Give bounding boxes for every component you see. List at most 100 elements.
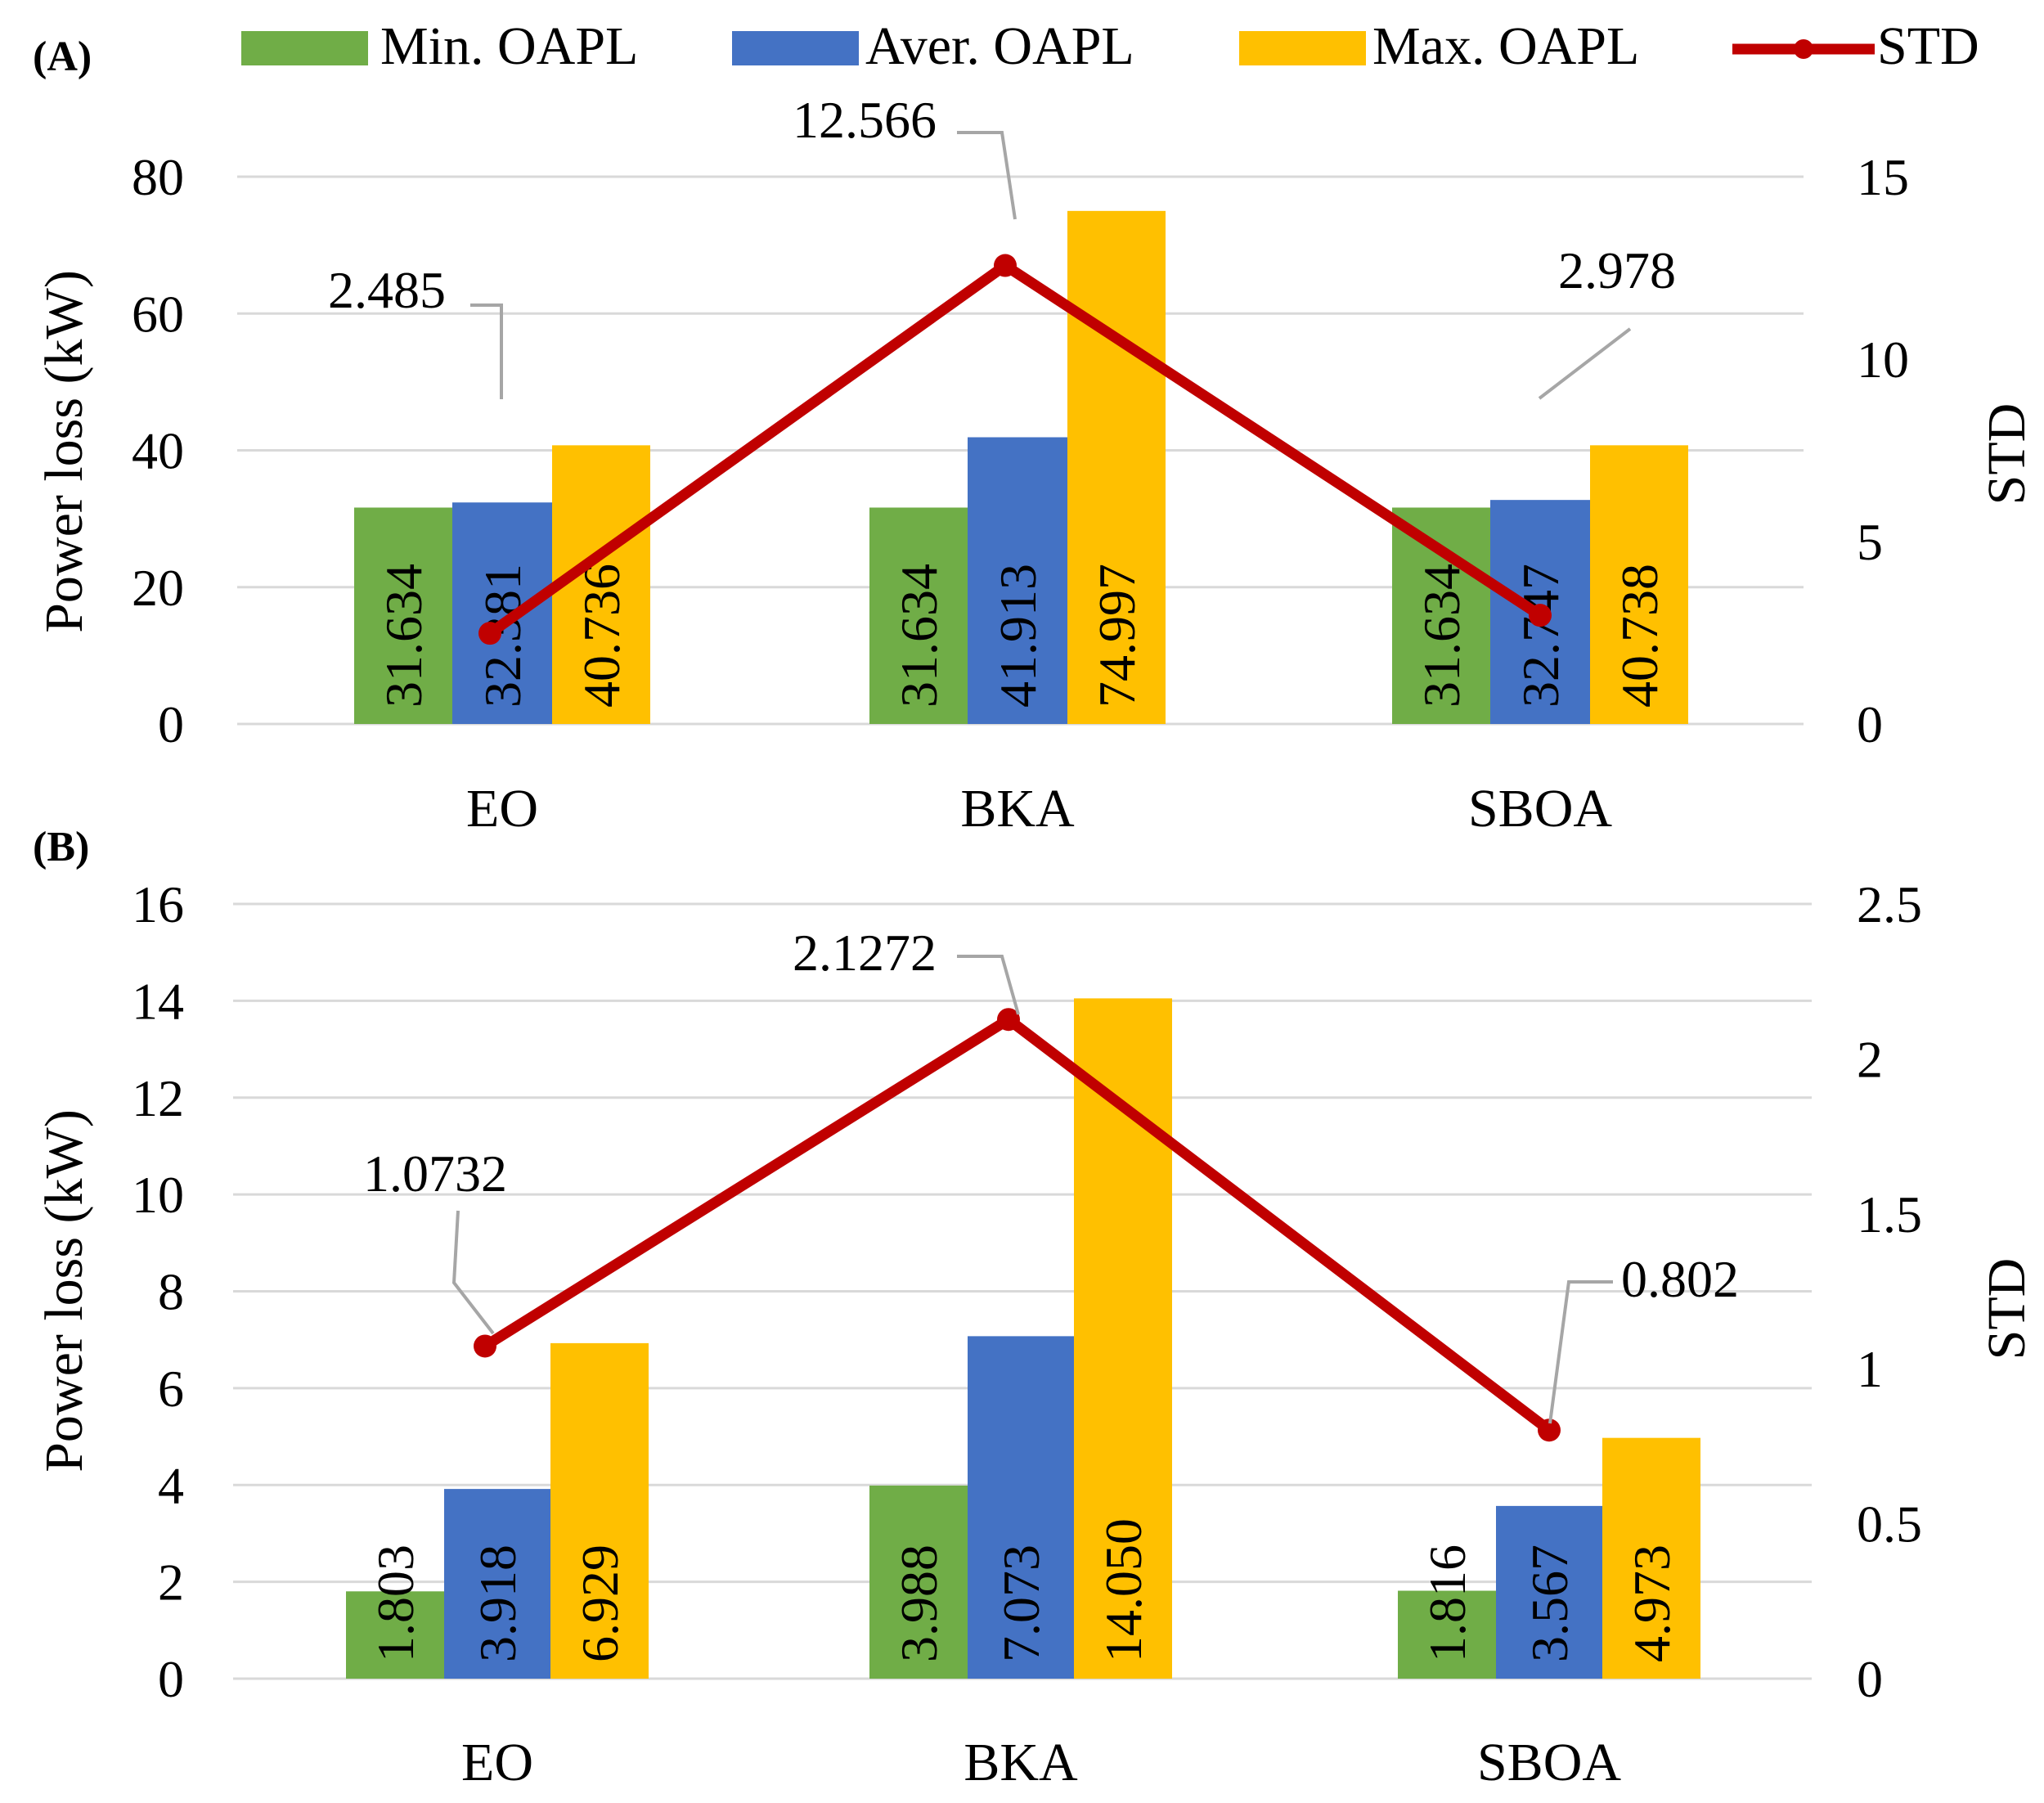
panel-b-bar-label: 14.050 — [1094, 1518, 1152, 1662]
panel-b-y-tick-label: 6 — [158, 1360, 184, 1418]
legend-label-max: Max. OAPL — [1372, 16, 1639, 76]
panel-a-bar-label: 31.634 — [890, 564, 948, 708]
panel-b-bar-min-oaplsboa — [1398, 1590, 1496, 1679]
panel-b-bar-aver-oaplsboa — [1496, 1505, 1602, 1679]
panel-b-y2-tick-label: 0 — [1857, 1650, 1883, 1708]
panel-b-x-tick-bka: BKA — [964, 1733, 1078, 1792]
panel-a-bar-aver-oapleo — [452, 502, 552, 724]
panel-b-ylabel: Power loss (kW) — [34, 1109, 94, 1473]
panel-a-y-tick-label: 40 — [132, 422, 184, 480]
legend-label-aver: Aver. OAPL — [865, 16, 1134, 76]
panel-a-bar-label: 40.738 — [1610, 564, 1669, 708]
legend-label-min: Min. OAPL — [380, 16, 638, 76]
panel-b-bar-label: 7.073 — [992, 1544, 1050, 1662]
panel-a-bar-max-oaplsboa — [1590, 445, 1688, 724]
panel-a-std-leader-line — [957, 131, 1017, 220]
panel-b-bar-max-oaplsboa — [1602, 1437, 1700, 1679]
panel-a-bar-aver-oaplbka — [968, 437, 1067, 724]
panel-b-y-tick-label: 10 — [132, 1166, 184, 1224]
panel-b-bar-label: 1.816 — [1418, 1544, 1476, 1662]
panel-b-bar-label: 3.918 — [469, 1544, 527, 1662]
panel-a-bars — [354, 210, 1688, 724]
legend-marker-std — [1794, 39, 1813, 59]
panel-a-bar-label: 40.736 — [573, 564, 631, 708]
panel-b-bar-label: 4.973 — [1623, 1544, 1681, 1662]
panel-a-std-marker — [478, 622, 501, 645]
panel-a-bar-max-oapleo — [552, 445, 650, 724]
panel-b-std-leader-line — [1548, 1280, 1613, 1424]
panel-a-std-marker — [994, 254, 1017, 277]
panel-b-bar-labels: 1.803 3.918 6.929 3.988 7.073 14.050 1.816 3.56… — [366, 1518, 1681, 1662]
panel-b-y2-tick-label: 0.5 — [1857, 1495, 1922, 1553]
panel-b-bar-min-oaplbka — [869, 1485, 968, 1679]
panel-a-bar-label: 31.634 — [1413, 564, 1471, 708]
panel-a-bar-min-oapleo — [354, 507, 452, 724]
panel-b-y-tick-label: 12 — [132, 1069, 184, 1127]
panel-a-y2-tick-label: 10 — [1857, 330, 1909, 389]
panel-a-y-tick-label: 0 — [158, 695, 184, 753]
panel-a-y-ticks: 0 20 40 60 80 — [132, 148, 184, 753]
panel-b-y2-tick-label: 1.5 — [1857, 1185, 1922, 1243]
panel-a-std-label: 2.978 — [1558, 241, 1676, 299]
panel-b-std-label: 1.0732 — [363, 1144, 507, 1203]
panel-a-label: (A) — [33, 34, 92, 80]
panel-b-y-ticks: 0 2 4 6 8 10 12 14 16 — [132, 875, 184, 1708]
panel-a-bar-min-oaplbka — [869, 507, 968, 724]
panel-b-std-label: 2.1272 — [793, 924, 937, 982]
panel-b-label: (B) — [33, 824, 89, 870]
panel-b-y-tick-label: 2 — [158, 1553, 184, 1612]
panel-a-y2-tick-label: 5 — [1857, 513, 1883, 571]
panel-a-bar-label: 74.997 — [1088, 564, 1146, 708]
legend: Min. OAPL Aver. OAPL Max. OAPL STD — [241, 16, 1979, 76]
panel-b-bar-aver-oapleo — [444, 1489, 550, 1679]
panel-a-x-tick-eo: EO — [466, 779, 538, 839]
panel-a-std-leader-line — [470, 303, 503, 399]
legend-swatch-max — [1239, 31, 1366, 65]
panel-a-bar-label: 31.634 — [375, 564, 433, 708]
panel-b-bar-max-oapleo — [550, 1342, 649, 1679]
panel-a-std-leader-line — [1538, 327, 1632, 400]
panel-b-x-ticks: EO BKA SBOA — [461, 1733, 1621, 1792]
panel-b-std-marker — [474, 1334, 496, 1358]
panel-b-x-tick-sboa: SBOA — [1477, 1733, 1621, 1792]
panel-b-bar-aver-oaplbka — [968, 1336, 1074, 1679]
panel-b-y2-tick-label: 2 — [1857, 1030, 1883, 1088]
panel-b-bar-label: 1.803 — [366, 1544, 425, 1662]
panel-b-bar-label: 3.988 — [890, 1544, 948, 1662]
panel-a-std-labels: 2.485 12.566 2.978 — [328, 91, 1676, 400]
panel-b-y-tick-label: 4 — [158, 1456, 184, 1514]
panel-a-std-label: 2.485 — [328, 261, 446, 319]
panel-b-x-tick-eo: EO — [461, 1733, 533, 1792]
panel-b-std-leader-line — [957, 955, 1020, 1015]
panel-a-y-tick-label: 80 — [132, 148, 184, 206]
panel-b: 0 2 4 6 8 10 12 14 16 0 0.5 1 1.5 2 2.5 1.803 3.918 6.9… — [34, 875, 2037, 1792]
panel-b-std-line — [474, 1008, 1561, 1442]
panel-b-std-leader-line — [451, 1210, 495, 1335]
panel-b-bar-label: 3.567 — [1521, 1544, 1579, 1662]
legend-label-std: STD — [1877, 16, 1979, 76]
panel-a-bar-label: 41.913 — [989, 564, 1047, 708]
panel-b-std-labels: 1.0732 2.1272 0.802 — [363, 924, 1739, 1424]
panel-b-y2-tick-label: 1 — [1857, 1340, 1883, 1398]
panel-b-std-marker — [997, 1008, 1020, 1032]
panel-b-y-tick-label: 14 — [132, 972, 184, 1030]
panel-a-bar-labels: 31.634 32.381 40.736 31.634 41.913 74.997 31.6… — [375, 564, 1669, 708]
panel-b-std-marker — [1538, 1419, 1561, 1442]
panel-a-y2-tick-label: 15 — [1857, 148, 1909, 206]
panel-b-y-tick-label: 16 — [132, 875, 184, 933]
panel-a-bar-min-oaplsboa — [1392, 507, 1490, 724]
panel-a-y2-tick-label: 0 — [1857, 695, 1883, 753]
panel-a-y2label: STD — [1977, 403, 2037, 506]
panel-b-bar-min-oapleo — [346, 1591, 444, 1679]
panel-b-y2label: STD — [1977, 1258, 2037, 1360]
panel-b-y-tick-label: 0 — [158, 1650, 184, 1708]
panel-a-y-tick-label: 20 — [132, 559, 184, 617]
panel-a-x-ticks: EO BKA SBOA — [466, 779, 1612, 839]
panel-a-std-line — [478, 254, 1552, 645]
panel-a-y2-ticks: 0 5 10 15 — [1857, 148, 1909, 753]
legend-swatch-aver — [732, 31, 859, 65]
panel-b-bar-label: 6.929 — [571, 1544, 629, 1662]
